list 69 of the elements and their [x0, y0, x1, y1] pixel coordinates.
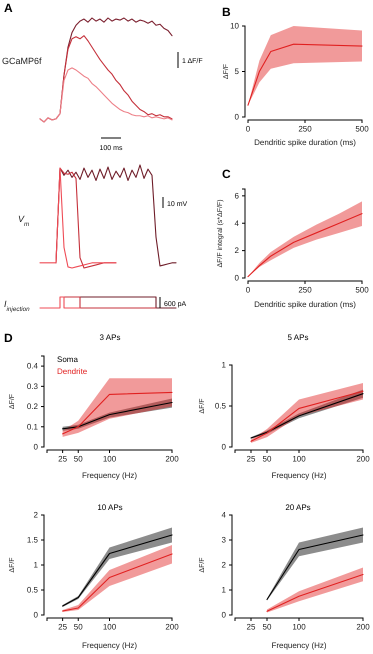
text: D: [4, 331, 13, 345]
x-axis-title: Dendritic spike duration (ms): [254, 300, 356, 309]
chart-title: 10 APs: [97, 503, 123, 512]
y-tick-label: 0: [34, 442, 39, 452]
y-tick-label: 3: [222, 536, 227, 545]
y-tick-label: 2: [222, 560, 227, 570]
y-tick-label: 0.5: [214, 402, 227, 411]
y-tick-label: 0.3: [26, 382, 39, 391]
y-tick-label: 5: [234, 67, 240, 76]
x-tick-label: 200: [356, 454, 370, 464]
y-tick-label: 0.1: [26, 422, 39, 432]
x-tick-label: 100: [102, 454, 117, 464]
chart-title: 3 APs: [100, 333, 120, 342]
chart-title: C: [222, 167, 231, 181]
text: Dendrite: [57, 367, 88, 376]
x-axis-title: Frequency (Hz): [271, 641, 327, 650]
y-axis-title: I$_{injection}$: [4, 299, 30, 312]
y-tick-label: 1.5: [26, 536, 39, 545]
y-tick-label: 2: [34, 510, 39, 520]
x-tick-label: 0: [246, 286, 251, 295]
y-tick-label: 0: [222, 442, 227, 452]
x-tick-label: 500: [355, 286, 370, 295]
y-tick-label: 1: [222, 586, 227, 595]
chart-title: 5 APs: [288, 333, 308, 342]
x-tick-label: 250: [298, 124, 312, 134]
x-tick-label: 100: [292, 622, 306, 632]
x-tick-label: 0: [246, 124, 251, 134]
x-tick-label: 200: [165, 622, 180, 632]
y-tick-label: 0.5: [26, 586, 39, 595]
x-tick-label: 25: [58, 454, 68, 464]
y-tick-label: 0: [234, 112, 240, 122]
x-tick-label: 500: [355, 124, 370, 134]
line-series: [247, 44, 363, 106]
y-tick-label: 0: [234, 274, 240, 283]
y-tick-label: 2: [234, 246, 240, 256]
x-tick-label: 25: [246, 622, 256, 632]
x-tick-label: 100: [292, 454, 306, 464]
y-tick-label: 1: [222, 360, 227, 370]
y-tick-label: 0: [34, 610, 39, 620]
x-tick-label: 50: [262, 622, 272, 632]
x-tick-label: 100: [102, 622, 117, 632]
x-axis-title: Frequency (Hz): [82, 641, 138, 650]
x-axis-title: Dendritic spike duration (ms): [254, 138, 356, 147]
y-tick-label: 6: [234, 191, 240, 200]
y-tick-label: 0.2: [26, 402, 39, 412]
y-axis-title: V$_{m}$: [18, 214, 30, 228]
y-axis-title: GCaMP6f: [2, 56, 42, 66]
x-tick-label: 50: [262, 454, 272, 464]
x-tick-label: 200: [356, 622, 370, 632]
x-axis-title: Frequency (Hz): [82, 471, 138, 480]
y-tick-label: 4: [222, 510, 227, 520]
chart-title: B: [222, 5, 231, 19]
x-tick-label: 50: [74, 622, 84, 632]
x-tick-label: 250: [298, 286, 312, 295]
x-tick-label: 200: [165, 454, 180, 464]
y-tick-label: 0.4: [26, 362, 39, 371]
y-tick-label: 10: [230, 22, 240, 31]
line-series: [62, 392, 173, 434]
x-tick-label: 50: [74, 454, 84, 464]
x-tick-label: 25: [246, 454, 256, 464]
y-tick-label: 4: [234, 218, 240, 228]
x-tick-label: 25: [58, 622, 68, 632]
y-tick-label: 1: [34, 560, 39, 570]
x-axis-title: Frequency (Hz): [271, 471, 327, 480]
line-series: [247, 213, 363, 278]
y-tick-label: 0: [222, 610, 227, 620]
chart-title: 20 APs: [285, 503, 311, 512]
text: Soma: [57, 355, 78, 364]
chart-title: A: [4, 1, 13, 15]
